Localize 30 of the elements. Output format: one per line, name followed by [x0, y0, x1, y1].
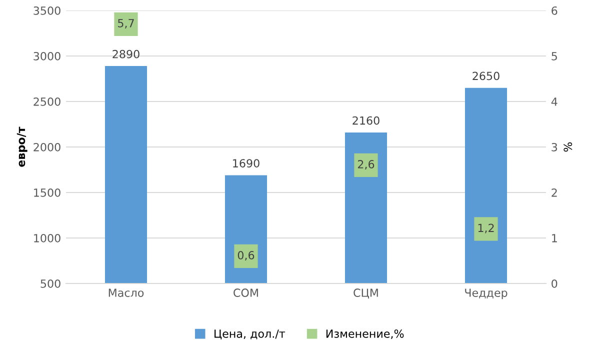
data-label: 2650: [472, 72, 500, 80]
data-label: 2,6: [358, 160, 374, 170]
y-tick-label: 1000: [34, 234, 60, 242]
y-tick-label: 3000: [34, 52, 60, 60]
data-label: 1690: [233, 159, 260, 168]
x-tick-label: СОМ: [234, 288, 258, 297]
y-tick-label: 500: [40, 279, 60, 288]
data-label: 0,6: [238, 251, 254, 261]
y-tick-label: 2000: [34, 142, 60, 152]
legend-label: Изменение,%: [326, 329, 404, 339]
data-label: 2160: [352, 116, 380, 125]
y2-tick-label: 1: [552, 234, 557, 242]
legend-label: Цена, дол./т: [214, 330, 286, 340]
y2-axis-title: %: [564, 142, 572, 152]
data-label: 5,7: [118, 19, 134, 29]
y2-tick-label: 6: [552, 6, 558, 15]
x-tick-label: Масло: [108, 288, 144, 297]
y-tick-label: 2500: [34, 97, 60, 106]
y2-tick-label: 0: [552, 279, 558, 288]
x-tick-label: СЦМ: [354, 288, 378, 299]
y2-tick-label: 5: [552, 52, 557, 60]
y-axis-title: евро/т: [16, 126, 28, 167]
y-tick-label: 3500: [34, 6, 60, 15]
y2-tick-label: 3: [552, 142, 558, 152]
x-tick-label: Чеддер: [465, 288, 508, 300]
data-label: 1,2: [478, 224, 494, 234]
y-tick-label: 1500: [34, 188, 60, 197]
data-label: 2890: [112, 50, 140, 58]
y2-tick-label: 2: [552, 188, 557, 197]
y2-tick-label: 4: [551, 98, 558, 106]
